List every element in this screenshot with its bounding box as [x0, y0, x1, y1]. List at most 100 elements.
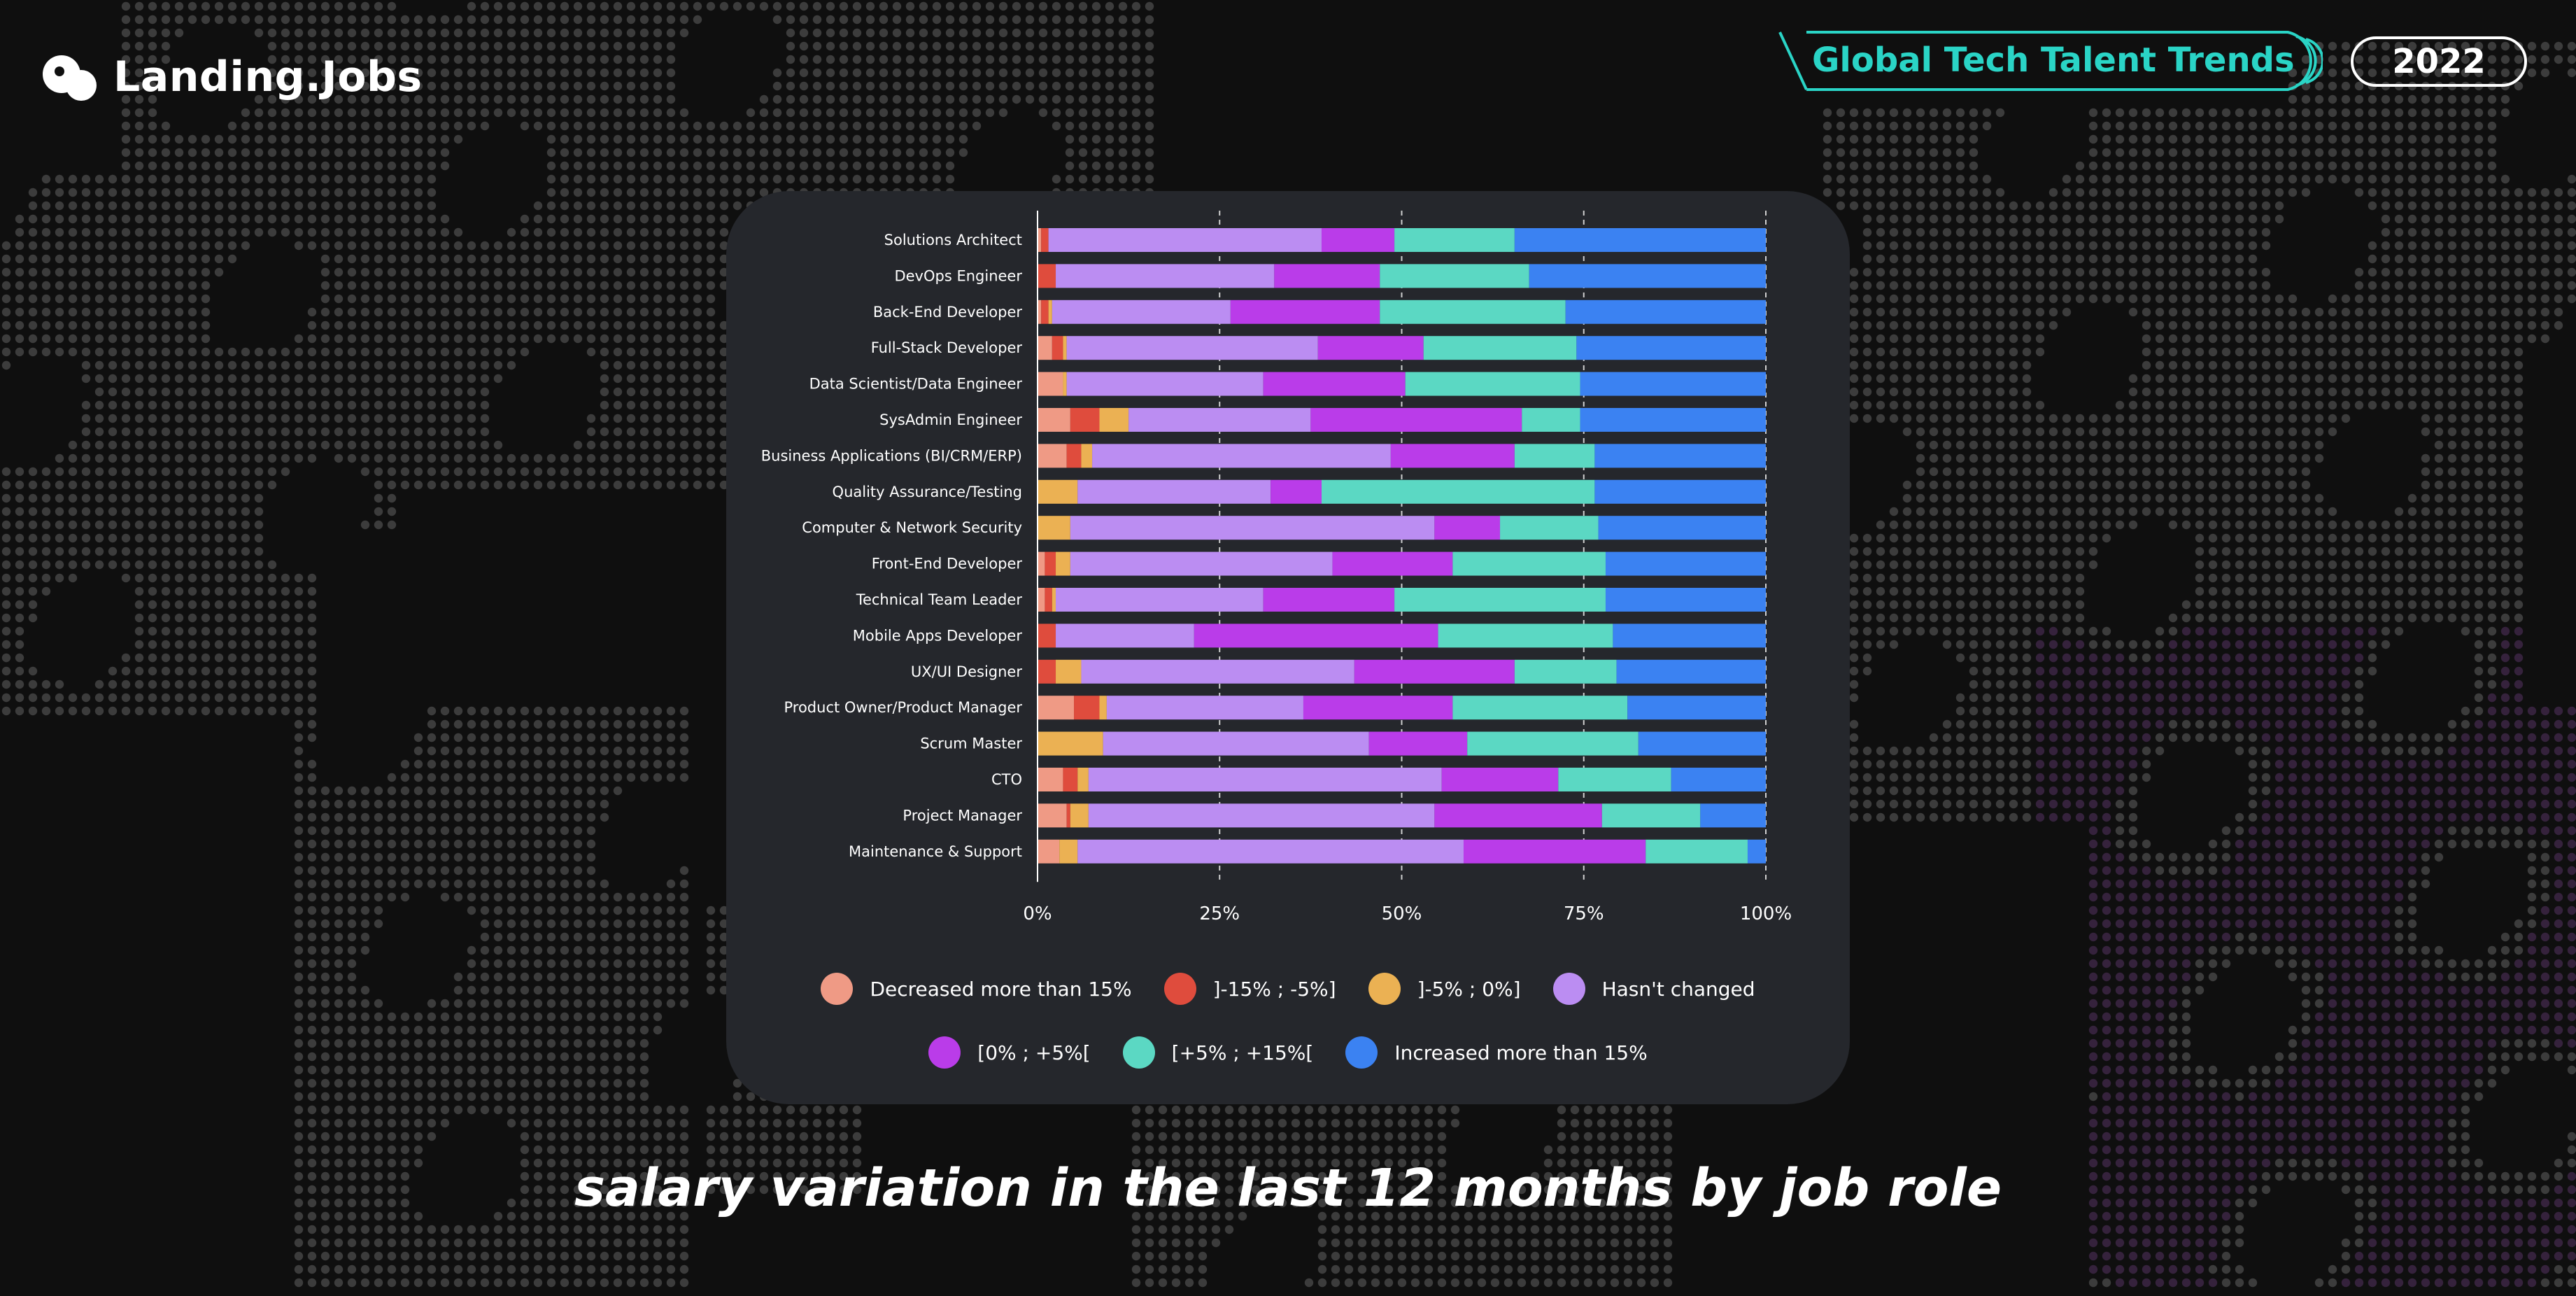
map-dot [613, 28, 623, 38]
map-dot [307, 68, 317, 78]
map-dot [307, 666, 317, 676]
map-dot [214, 214, 224, 224]
map-dot [706, 347, 716, 357]
map-dot [2208, 360, 2218, 370]
map-dot [2434, 347, 2444, 357]
map-dot [174, 573, 184, 583]
map-dot [2128, 387, 2138, 397]
map-dot [733, 134, 742, 144]
map-dot [214, 201, 224, 211]
map-dot [1929, 267, 1939, 277]
map-dot [1, 653, 11, 663]
map-dot [2155, 108, 2165, 118]
map-dot [294, 227, 304, 237]
map-dot [573, 174, 583, 184]
map-dot [2088, 533, 2098, 543]
map-dot [214, 1, 224, 11]
map-dot [2288, 121, 2298, 131]
map-dot [879, 174, 889, 184]
map-dot [972, 1, 982, 11]
map-dot [2168, 626, 2178, 636]
map-dot [2474, 360, 2484, 370]
map-dot [2341, 613, 2351, 623]
map-dot [2314, 108, 2324, 118]
map-dot [639, 108, 649, 118]
map-dot [55, 294, 64, 304]
map-dot [2514, 374, 2524, 383]
map-dot [2514, 533, 2524, 543]
map-dot [1955, 547, 1965, 556]
map-dot [693, 467, 702, 477]
map-dot [2009, 679, 2018, 689]
map-dot [2354, 108, 2364, 118]
map-dot [2062, 201, 2072, 211]
map-dot [2328, 387, 2337, 397]
map-dot [546, 41, 556, 51]
map-dot [1889, 281, 1899, 290]
map-dot [400, 28, 410, 38]
map-dot [214, 640, 224, 649]
map-dot [1955, 400, 1965, 410]
map-dot [2035, 640, 2045, 649]
map-dot [865, 15, 875, 24]
map-dot [1902, 161, 1912, 171]
map-dot [2009, 626, 2018, 636]
map-dot [267, 400, 277, 410]
map-dot [241, 174, 250, 184]
map-dot [1, 281, 11, 290]
map-dot [2527, 188, 2537, 197]
map-dot [1862, 148, 1872, 157]
map-dot [480, 28, 490, 38]
map-dot [360, 121, 370, 131]
map-dot [600, 227, 609, 237]
map-dot [41, 188, 51, 197]
map-dot [2075, 693, 2085, 703]
map-dot [2461, 467, 2470, 477]
map-dot [1942, 307, 1952, 317]
map-dot [2022, 679, 2032, 689]
map-dot [400, 360, 410, 370]
map-dot [746, 174, 756, 184]
map-dot [201, 134, 211, 144]
map-dot [1876, 533, 1885, 543]
map-dot [2514, 626, 2524, 636]
map-dot [2567, 68, 2576, 78]
map-dot [427, 94, 437, 104]
map-dot [2328, 613, 2337, 623]
map-dot [161, 507, 171, 516]
map-dot [1929, 321, 1939, 330]
map-dot [2248, 640, 2258, 649]
map-dot [467, 55, 476, 64]
map-dot [241, 560, 250, 570]
map-dot [2461, 227, 2470, 237]
map-dot [387, 267, 397, 277]
map-dot [812, 68, 822, 78]
map-dot [440, 427, 450, 437]
map-dot [1862, 254, 1872, 264]
map-dot [134, 134, 144, 144]
map-dot [2155, 427, 2165, 437]
map-dot [2208, 108, 2218, 118]
map-dot [400, 81, 410, 91]
map-dot [865, 148, 875, 157]
map-dot [347, 94, 357, 104]
map-dot [1969, 161, 1979, 171]
map-dot [480, 241, 490, 251]
map-dot [2301, 467, 2311, 477]
map-dot [639, 161, 649, 171]
map-dot [2035, 254, 2045, 264]
map-dot [2075, 201, 2085, 211]
map-dot [2235, 321, 2244, 330]
map-dot [2235, 573, 2244, 583]
map-dot [2500, 679, 2510, 689]
map-dot [2142, 321, 2151, 330]
map-dot [2500, 613, 2510, 623]
map-dot [201, 480, 211, 490]
map-dot [134, 573, 144, 583]
map-dot [187, 640, 197, 649]
map-dot [2274, 453, 2284, 463]
map-dot [187, 281, 197, 290]
map-dot [374, 480, 383, 490]
map-dot [187, 547, 197, 556]
map-dot [573, 334, 583, 344]
